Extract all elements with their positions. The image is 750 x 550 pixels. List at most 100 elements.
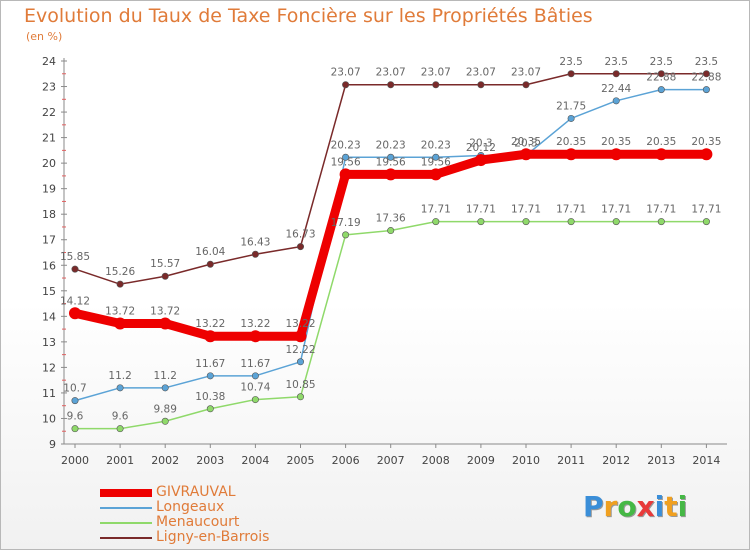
data-point-ligny-en-barrois [567,70,575,78]
data-point-longeaux [432,153,440,161]
data-point-ligny-en-barrois [296,243,304,251]
data-label-menaucourt: 10.74 [240,382,270,394]
series-givrauval [69,148,713,343]
data-label-longeaux: 12.22 [285,344,315,356]
data-point-givrauval [565,148,578,161]
data-label-menaucourt: 17.71 [421,204,451,216]
logo-letter: i [654,490,665,523]
x-tick-label: 2005 [287,454,315,467]
data-point-givrauval [114,317,127,330]
y-tick-label: 9 [49,438,56,451]
legend-label-menaucourt: Menaucourt [156,514,240,530]
data-label-givrauval: 13.22 [195,318,225,330]
data-label-ligny-en-barrois: 23.07 [376,67,406,79]
data-point-givrauval [520,148,532,161]
series-ligny-en-barrois [71,70,710,288]
x-tick-label: 2001 [106,454,134,467]
chart-title: Evolution du Taux de Taxe Foncière sur l… [24,5,593,27]
data-label-longeaux: 20.3 [469,137,492,149]
data-point-menaucourt [296,393,304,401]
data-label-menaucourt: 17.71 [646,204,676,216]
y-tick-label: 20 [42,157,56,170]
x-tick-label: 2000 [61,454,89,467]
data-label-ligny-en-barrois: 23.5 [695,56,718,68]
data-label-givrauval: 13.22 [240,318,270,330]
data-point-ligny-en-barrois [71,265,79,273]
data-point-menaucourt [71,425,79,433]
data-label-givrauval: 19.56 [421,156,451,168]
legend-label-longeaux: Longeaux [156,499,225,515]
legend-swatch-givrauval [100,488,152,497]
y-tick-label: 15 [42,285,56,298]
y-tick-label: 13 [42,336,56,349]
data-label-longeaux: 11.67 [240,358,270,370]
data-point-menaucourt [567,218,575,226]
data-point-ligny-en-barrois [522,81,530,89]
data-label-menaucourt: 17.71 [466,204,496,216]
x-tick-label: 2011 [557,454,585,467]
data-point-givrauval [384,168,397,181]
data-label-longeaux: 11.67 [195,358,225,370]
data-point-menaucourt [477,218,485,226]
data-point-ligny-en-barrois [657,70,665,78]
y-tick-label: 14 [42,310,56,323]
data-label-menaucourt: 17.19 [331,217,361,229]
x-tick-label: 2014 [692,454,720,467]
legend-label-givrauval: GIVRAUVAL [156,484,236,500]
x-tick-label: 2006 [332,454,360,467]
logo-letter: o [617,490,637,523]
y-tick-label: 21 [42,132,56,145]
data-label-menaucourt: 17.71 [511,204,541,216]
data-label-longeaux: 22.44 [601,83,631,95]
data-point-longeaux [296,358,304,366]
y-tick-label: 12 [42,361,56,374]
data-point-menaucourt [251,396,259,404]
logo-letter: x [636,490,655,523]
data-point-givrauval [610,148,623,161]
data-point-menaucourt [657,218,665,226]
series-longeaux [71,86,710,405]
data-point-givrauval [655,148,668,161]
data-label-menaucourt: 9.89 [154,403,177,415]
data-point-longeaux [612,97,620,105]
y-tick-label: 10 [42,412,56,425]
data-label-menaucourt: 17.71 [691,204,721,216]
data-point-ligny-en-barrois [612,70,620,78]
legend-label-ligny-en-barrois: Ligny-en-Barrois [156,529,270,545]
x-tick-label: 2007 [377,454,405,467]
logo-letter: P [583,490,604,523]
data-label-ligny-en-barrois: 15.26 [105,266,135,278]
x-tick-label: 2013 [647,454,675,467]
data-label-longeaux: 20.23 [421,139,451,151]
chart-unit-label: (en %) [26,30,63,43]
data-point-longeaux [567,114,575,122]
data-point-givrauval [429,168,442,181]
data-label-longeaux: 20.3 [514,137,537,149]
x-tick-label: 2003 [196,454,224,467]
y-tick-label: 18 [42,208,56,221]
data-point-ligny-en-barrois [702,70,710,78]
data-label-longeaux: 10.7 [63,383,86,395]
data-point-menaucourt [522,218,530,226]
data-label-longeaux: 20.23 [376,139,406,151]
data-label-menaucourt: 9.6 [112,411,129,423]
data-label-longeaux: 11.2 [154,370,177,382]
data-point-givrauval [474,154,487,167]
data-point-longeaux [342,153,350,161]
x-tick-label: 2010 [512,454,540,467]
y-tick-label: 23 [42,81,56,94]
y-tick-label: 24 [42,55,56,68]
legend-swatch-menaucourt [100,521,152,524]
data-label-menaucourt: 17.36 [376,213,406,225]
y-tick-label: 22 [42,106,56,119]
data-point-ligny-en-barrois [206,260,214,268]
data-label-longeaux: 22.88 [691,72,721,84]
data-point-ligny-en-barrois [342,81,350,89]
y-tick-label: 11 [42,387,56,400]
data-label-givrauval: 20.35 [691,136,721,148]
legend-swatch-ligny-en-barrois [100,536,152,539]
legend-swatch-longeaux [100,506,152,509]
data-point-longeaux [387,153,395,161]
